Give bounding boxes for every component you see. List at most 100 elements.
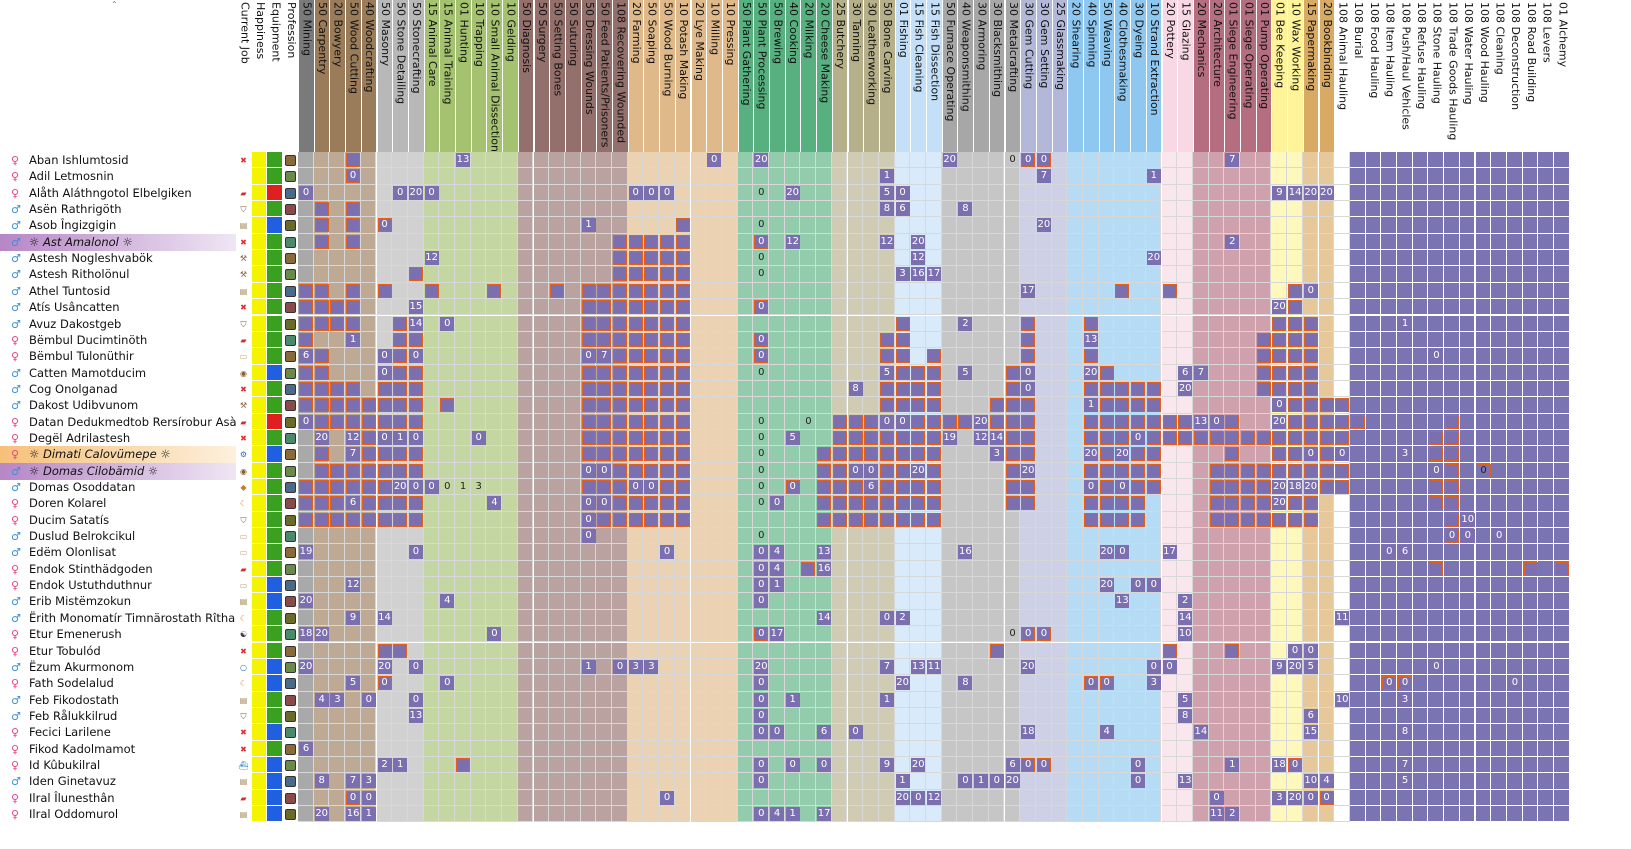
labor-cell[interactable] [360, 544, 377, 561]
labor-cell[interactable] [564, 282, 581, 300]
labor-cell[interactable] [549, 429, 565, 447]
labor-cell[interactable] [549, 577, 565, 594]
labor-cell[interactable] [1255, 658, 1272, 676]
labor-cell[interactable] [329, 642, 346, 659]
labor-cell[interactable] [988, 626, 1005, 643]
labor-cell[interactable]: 0 [659, 789, 675, 806]
labor-cell[interactable]: 0 [847, 724, 864, 741]
labor-cell[interactable] [784, 675, 801, 692]
labor-cell[interactable] [706, 266, 722, 283]
labor-cell[interactable] [596, 756, 612, 774]
labor-cell[interactable] [957, 658, 974, 676]
labor-cell[interactable] [769, 413, 785, 430]
labor-cell[interactable] [1522, 462, 1539, 479]
labor-cell[interactable] [1020, 544, 1036, 561]
labor-cell[interactable] [1522, 740, 1539, 757]
labor-cell[interactable] [659, 348, 675, 365]
dwarf-name-cell[interactable]: ♂ Feb Rålukkilrud [0, 708, 236, 725]
labor-cell[interactable] [502, 446, 518, 463]
labor-cell[interactable] [863, 217, 879, 234]
labor-cell[interactable] [1161, 495, 1178, 512]
labor-cell[interactable] [407, 413, 424, 430]
labor-cell[interactable] [470, 364, 487, 381]
labor-cell[interactable] [690, 315, 707, 332]
labor-cell[interactable] [1349, 299, 1366, 316]
labor-cell[interactable] [580, 446, 597, 463]
labor-cell[interactable] [926, 233, 942, 251]
labor-cell[interactable] [1145, 331, 1162, 349]
labor-cell[interactable] [659, 201, 675, 218]
labor-cell[interactable] [878, 348, 895, 365]
labor-cell[interactable] [816, 593, 832, 610]
labor-cell[interactable] [596, 773, 612, 790]
labor-cell[interactable] [564, 511, 581, 529]
dwarf-name-cell[interactable]: ♂ Dakost Udibvunom [0, 397, 236, 414]
labor-cell[interactable] [659, 152, 675, 169]
labor-cell[interactable] [1114, 789, 1131, 806]
labor-cell[interactable] [910, 707, 926, 725]
column-header[interactable]: 25 Butchery [831, 0, 848, 152]
labor-cell[interactable] [737, 806, 754, 823]
labor-cell[interactable] [1224, 560, 1240, 578]
labor-cell[interactable] [706, 348, 722, 365]
labor-cell[interactable] [1224, 250, 1240, 267]
labor-cell[interactable] [360, 429, 377, 447]
labor-cell[interactable] [831, 626, 848, 643]
labor-cell[interactable] [564, 560, 581, 578]
labor-cell[interactable] [1224, 724, 1240, 741]
labor-cell[interactable] [737, 282, 754, 300]
labor-cell[interactable] [1412, 724, 1429, 741]
labor-cell[interactable] [1365, 462, 1382, 479]
labor-cell[interactable]: 13 [816, 544, 832, 561]
labor-cell[interactable] [1538, 152, 1554, 169]
labor-cell[interactable] [533, 642, 550, 659]
labor-cell[interactable] [1145, 593, 1162, 610]
labor-cell[interactable] [345, 479, 361, 496]
labor-cell[interactable]: 0 [376, 675, 393, 692]
labor-cell[interactable]: 8 [1397, 724, 1413, 741]
labor-cell[interactable] [1397, 364, 1413, 381]
labor-cell[interactable] [517, 266, 534, 283]
labor-cell[interactable] [533, 577, 550, 594]
labor-cell[interactable] [313, 397, 330, 414]
labor-cell[interactable] [847, 184, 864, 202]
labor-cell[interactable] [1177, 446, 1193, 463]
labor-cell[interactable] [1397, 299, 1413, 316]
labor-cell[interactable] [1208, 201, 1225, 218]
labor-cell[interactable] [973, 560, 989, 578]
labor-cell[interactable] [690, 462, 707, 479]
labor-cell[interactable] [1208, 331, 1225, 349]
labor-cell[interactable] [910, 528, 926, 545]
labor-cell[interactable] [1318, 675, 1335, 692]
labor-cell[interactable]: 20 [1098, 577, 1115, 594]
labor-cell[interactable] [863, 380, 879, 398]
labor-cell[interactable]: 9 [1271, 184, 1288, 202]
labor-cell[interactable] [721, 495, 738, 512]
labor-cell[interactable] [345, 511, 361, 529]
labor-cell[interactable] [1240, 740, 1256, 757]
labor-cell[interactable] [1554, 511, 1570, 529]
labor-cell[interactable] [439, 397, 455, 414]
labor-cell[interactable] [517, 789, 534, 806]
labor-cell[interactable] [1208, 707, 1225, 725]
labor-cell[interactable] [1428, 756, 1445, 774]
labor-cell[interactable] [612, 593, 628, 610]
labor-cell[interactable] [1522, 724, 1539, 741]
labor-cell[interactable] [816, 658, 832, 676]
labor-cell[interactable] [313, 528, 330, 545]
labor-cell[interactable] [1271, 282, 1288, 300]
column-header[interactable]: 01 Bee Keeping [1271, 0, 1288, 152]
labor-cell[interactable]: 0 [753, 217, 769, 234]
labor-cell[interactable] [1381, 740, 1397, 757]
labor-cell[interactable] [1287, 413, 1303, 430]
labor-cell[interactable] [1444, 773, 1460, 790]
column-header[interactable]: 50 Masonry [376, 0, 393, 152]
labor-cell[interactable] [1506, 577, 1523, 594]
labor-cell[interactable] [878, 773, 895, 790]
labor-cell[interactable] [596, 675, 612, 692]
labor-cell[interactable] [1459, 724, 1476, 741]
labor-cell[interactable] [549, 789, 565, 806]
labor-cell[interactable] [486, 691, 503, 708]
labor-cell[interactable] [1224, 544, 1240, 561]
labor-cell[interactable] [737, 266, 754, 283]
